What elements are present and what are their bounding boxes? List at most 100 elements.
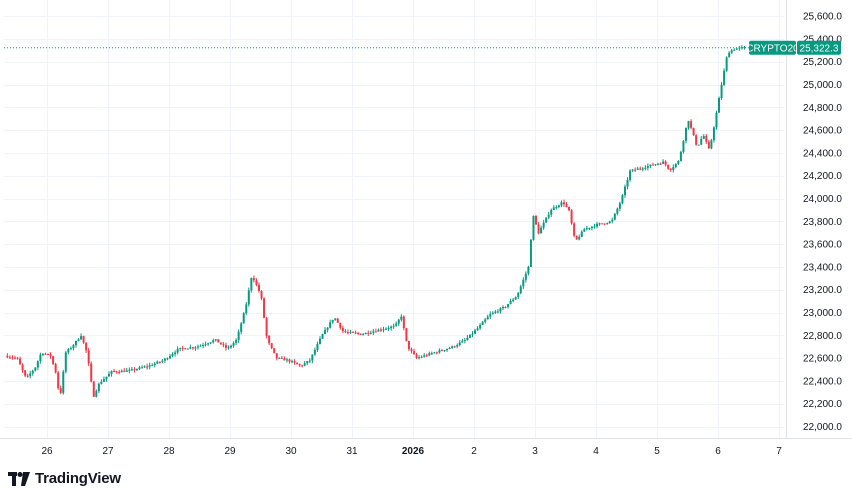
- candle-body: [382, 329, 385, 331]
- candle-body: [110, 370, 113, 374]
- candle-body: [321, 334, 324, 339]
- candle-body: [318, 338, 321, 344]
- candle-body: [364, 332, 367, 335]
- candle-body: [118, 372, 121, 374]
- candle-body: [59, 388, 62, 393]
- candle-body: [158, 361, 161, 363]
- candle-body: [540, 227, 543, 234]
- price-tick-label: 22,200.0: [803, 399, 842, 410]
- candle-body: [402, 316, 405, 329]
- candle-body: [85, 342, 88, 351]
- candle-body: [715, 112, 718, 128]
- candle-body: [657, 163, 660, 165]
- price-axis[interactable]: 22,000.0 22,200.0 22,400.0 22,600.0 22,800.0…: [803, 12, 842, 433]
- candle-body: [440, 350, 443, 352]
- candle-body: [481, 321, 484, 325]
- candle-body: [458, 342, 461, 346]
- candle-body: [682, 140, 685, 152]
- price-tick-label: 25,200.0: [803, 57, 842, 68]
- price-tick-label: 24,400.0: [803, 148, 842, 159]
- candle-body: [257, 284, 260, 291]
- candle-body: [344, 331, 347, 333]
- candle-body: [54, 363, 57, 373]
- candle-body: [196, 346, 199, 348]
- candle-body: [247, 290, 250, 305]
- candle-body: [156, 361, 159, 364]
- candle-body: [146, 366, 149, 368]
- candle-body: [529, 239, 532, 267]
- price-tick-label: 22,800.0: [803, 331, 842, 342]
- time-axis[interactable]: 26 27 28 29 30 31 2026 2 3 4 5 6 7: [41, 446, 782, 457]
- candle-body: [275, 353, 278, 359]
- candle-body: [227, 347, 230, 349]
- candle-body: [130, 369, 133, 371]
- candle-body: [49, 354, 52, 357]
- last-price-tag: CRYPTO20 25,322.3: [746, 40, 841, 55]
- candle-body: [191, 347, 194, 349]
- candle-body: [603, 223, 606, 225]
- symbol-badge: [749, 40, 796, 55]
- candle-body: [90, 363, 93, 382]
- tradingview-logo[interactable]: TradingView: [8, 470, 121, 487]
- candle-body: [174, 352, 177, 355]
- candle-body: [664, 161, 667, 165]
- candle-body: [677, 160, 680, 164]
- candle-body: [44, 353, 47, 355]
- candle-body: [679, 151, 682, 161]
- candle-body: [669, 168, 672, 170]
- candle-body: [547, 214, 550, 218]
- candle-body: [115, 371, 118, 373]
- candle-body: [504, 306, 507, 308]
- candle-body: [108, 373, 111, 377]
- time-tick-label: 4: [593, 446, 599, 457]
- candle-body: [95, 391, 98, 397]
- candle-body: [324, 329, 327, 335]
- candle-body: [293, 361, 296, 363]
- candle-body: [723, 70, 726, 85]
- candle-body: [562, 202, 565, 205]
- candle-body: [639, 168, 642, 170]
- candle-body: [468, 334, 471, 338]
- candle-body: [552, 207, 555, 211]
- candle-body: [311, 354, 314, 361]
- candle-body: [372, 331, 375, 333]
- candle-body: [291, 361, 294, 363]
- candle-body: [41, 353, 44, 355]
- candle-body: [390, 326, 393, 329]
- candle-body: [194, 347, 197, 349]
- candle-body: [36, 361, 39, 368]
- candle-body: [578, 236, 581, 240]
- candle-body: [270, 343, 273, 349]
- candle-body: [385, 328, 388, 330]
- candle-body: [494, 311, 497, 313]
- candle-body: [283, 358, 286, 361]
- candle-body: [57, 372, 60, 389]
- symbol-label: CRYPTO20: [746, 43, 799, 54]
- candle-body: [133, 369, 136, 371]
- candle-body: [13, 357, 16, 359]
- candle-body: [718, 98, 721, 113]
- candle-body: [484, 319, 487, 322]
- candle-body: [491, 312, 494, 315]
- candle-body: [550, 210, 553, 215]
- candle-body: [461, 340, 464, 343]
- candle-body: [410, 349, 413, 352]
- candle-body: [374, 331, 377, 333]
- price-tick-label: 24,800.0: [803, 103, 842, 114]
- candle-body: [252, 278, 255, 281]
- candle-body: [80, 336, 83, 340]
- candle-body: [611, 219, 614, 222]
- candle-body: [573, 223, 576, 236]
- candle-body: [486, 316, 489, 320]
- candle-body: [618, 203, 621, 209]
- candle-body: [189, 347, 192, 349]
- candle-body: [278, 357, 281, 359]
- candle-body: [219, 342, 222, 345]
- price-tick-label: 25,600.0: [803, 12, 842, 23]
- time-tick-label: 30: [285, 446, 297, 457]
- candle-body: [242, 313, 245, 324]
- candle-body: [616, 208, 619, 214]
- candle-body: [298, 364, 301, 366]
- price-tick-label: 23,000.0: [803, 308, 842, 319]
